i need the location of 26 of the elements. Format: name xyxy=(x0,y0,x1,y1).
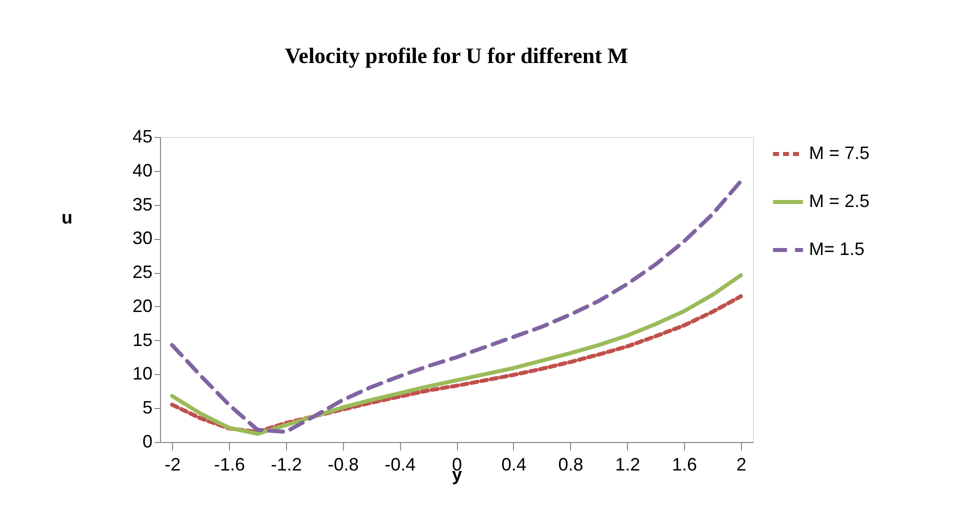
x-tick-label: 1.6 xyxy=(672,454,698,474)
y-tick-label: 10 xyxy=(132,364,152,384)
line-series xyxy=(170,179,743,434)
y-tick-label: 15 xyxy=(132,330,152,350)
y-tick-label: 45 xyxy=(132,126,152,146)
y-tick-label: 20 xyxy=(132,296,152,316)
y-tick-label: 5 xyxy=(142,398,152,418)
legend-label: M = 7.5 xyxy=(809,143,870,163)
x-tick-label: 1.2 xyxy=(615,454,640,474)
x-tick-label: 2 xyxy=(736,454,746,474)
x-tick-label: 0.4 xyxy=(501,454,526,474)
x-tick-label: -2 xyxy=(164,454,181,474)
y-tick-label: 30 xyxy=(132,228,152,248)
y-axis-title: u xyxy=(61,208,72,228)
x-tick-label: -0.8 xyxy=(328,454,359,474)
x-tick-label: -1.6 xyxy=(214,454,245,474)
y-tick-label: 40 xyxy=(132,160,152,180)
y-tick-label: 35 xyxy=(132,194,152,214)
x-tick-label: -1.2 xyxy=(270,454,302,474)
legend-label: M = 2.5 xyxy=(809,191,870,211)
y-tick-label: 25 xyxy=(132,262,152,282)
legend-label: M= 1.5 xyxy=(809,239,865,259)
x-tick-label: 0.8 xyxy=(558,454,584,474)
chart-title: Velocity profile for U for different M xyxy=(284,43,628,68)
y-tick-label: 0 xyxy=(142,432,152,452)
x-tick-label: -0.4 xyxy=(384,454,416,474)
